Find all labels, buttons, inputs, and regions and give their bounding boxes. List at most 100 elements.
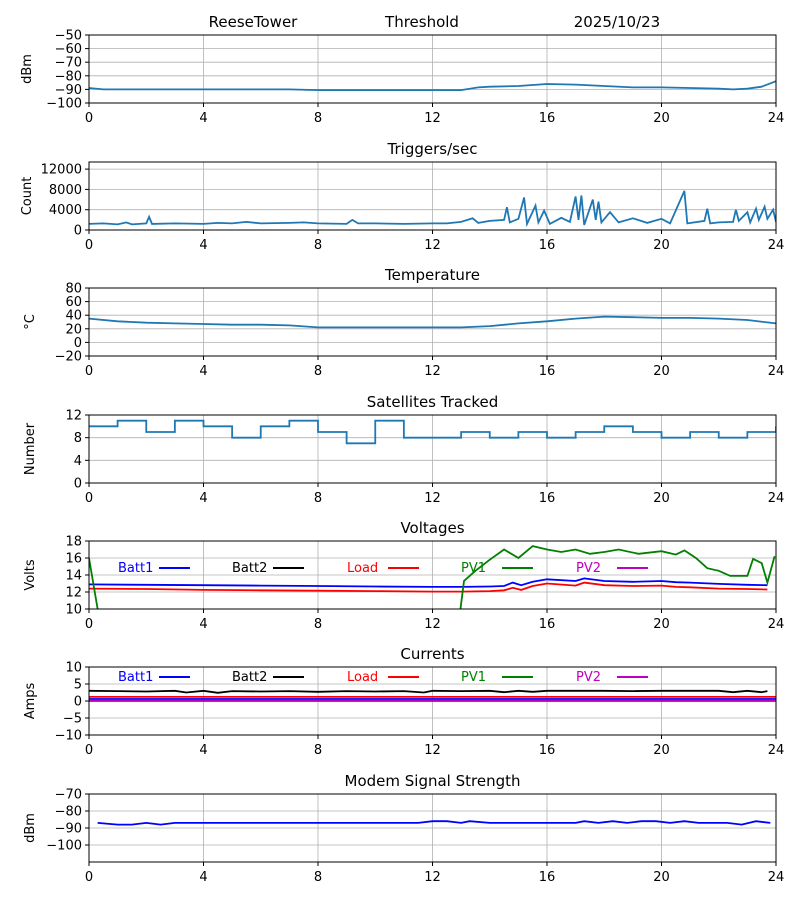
y-tick-label: 4 (74, 454, 82, 469)
chart-title: Currents (400, 645, 464, 663)
x-tick-label: 20 (653, 743, 670, 758)
x-tick-label: 24 (768, 870, 785, 885)
y-tick-label: 0 (74, 695, 82, 710)
chart-title: Temperature (384, 266, 480, 284)
x-tick-label: 4 (199, 617, 207, 632)
series-line-satellites (89, 419, 776, 445)
plot-frame (88, 414, 777, 484)
series-line-threshold (89, 80, 776, 91)
series-line-batt2 (89, 689, 768, 694)
y-tick-label: 40 (65, 309, 82, 324)
series-line-batt1 (89, 577, 768, 588)
y-tick-label: 80 (65, 282, 82, 297)
x-tick-label: 16 (539, 617, 556, 632)
x-tick-label: 20 (653, 238, 670, 253)
y-axis-label: Number (23, 422, 38, 475)
x-tick-label: 16 (539, 491, 556, 506)
plot-frame (88, 793, 777, 863)
chart-title: Voltages (400, 519, 464, 537)
legend-label-batt2: Batt2 (232, 561, 267, 576)
x-tick-label: 20 (653, 617, 670, 632)
x-tick-label: 20 (653, 111, 670, 126)
x-tick-label: 24 (768, 743, 785, 758)
x-tick-label: 20 (653, 870, 670, 885)
legend-label-load: Load (347, 561, 378, 576)
y-tick-label: −90 (55, 822, 82, 837)
x-tick-label: 12 (424, 870, 441, 885)
station-title: ReeseTower (209, 13, 299, 31)
y-tick-label: −60 (55, 42, 82, 57)
x-tick-label: 24 (768, 491, 785, 506)
y-tick-label: −100 (46, 97, 82, 112)
y-tick-label: −80 (55, 805, 82, 820)
legend-label-batt2: Batt2 (232, 670, 267, 685)
series-line-modem (97, 820, 771, 826)
x-tick-label: 0 (85, 491, 93, 506)
x-tick-label: 12 (424, 111, 441, 126)
y-tick-label: 10 (65, 661, 82, 676)
x-tick-label: 12 (424, 364, 441, 379)
date-title: 2025/10/23 (574, 13, 660, 31)
panel-modem: 0 4 8 12 16 20 24 −100 −90 −80 −70 Modem Signal Str… (23, 772, 784, 885)
x-tick-label: 24 (768, 238, 785, 253)
x-tick-label: 24 (768, 111, 785, 126)
x-tick-label: 4 (199, 743, 207, 758)
x-tick-label: 8 (314, 617, 322, 632)
plot-frame (88, 34, 777, 104)
x-tick-label: 16 (539, 364, 556, 379)
x-tick-label: 4 (199, 870, 207, 885)
plot-title: Threshold (384, 13, 459, 31)
y-axis-label: dBm (20, 54, 35, 84)
x-tick-label: 12 (424, 617, 441, 632)
chart-title: Modem Signal Strength (345, 772, 521, 790)
x-tick-label: 0 (85, 111, 93, 126)
plot-frame (88, 161, 777, 231)
y-tick-label: 10 (65, 603, 82, 618)
legend-label-batt1: Batt1 (118, 561, 153, 576)
chart-title: Satellites Tracked (367, 393, 498, 411)
y-axis-label: °C (23, 314, 38, 330)
y-tick-label: 18 (65, 535, 82, 550)
x-tick-label: 16 (539, 238, 556, 253)
y-tick-label: 0 (74, 477, 82, 492)
y-tick-label: 16 (65, 552, 82, 567)
legend-label-pv1: PV1 (461, 670, 486, 685)
legend-label-load: Load (347, 670, 378, 685)
y-axis-label: Count (20, 177, 35, 216)
x-tick-label: 4 (199, 111, 207, 126)
y-tick-label: 8000 (49, 183, 82, 198)
x-tick-label: 16 (539, 743, 556, 758)
plot-frame (88, 287, 777, 357)
y-tick-label: −10 (55, 729, 82, 744)
legend-label-pv1: PV1 (461, 561, 486, 576)
chart-title: Triggers/sec (387, 140, 478, 158)
y-tick-label: −50 (55, 29, 82, 44)
x-tick-label: 12 (424, 743, 441, 758)
series-line-triggers (89, 190, 776, 228)
y-tick-label: −20 (55, 350, 82, 365)
y-axis-label: Amps (23, 682, 38, 719)
x-tick-label: 8 (314, 238, 322, 253)
y-tick-label: 14 (65, 569, 82, 584)
y-tick-label: −80 (55, 69, 82, 84)
y-tick-label: −100 (46, 839, 82, 854)
x-tick-label: 8 (314, 491, 322, 506)
x-tick-label: 4 (199, 491, 207, 506)
series-line-load (89, 581, 768, 593)
x-tick-label: 8 (314, 870, 322, 885)
x-tick-label: 24 (768, 617, 785, 632)
x-tick-label: 0 (85, 617, 93, 632)
y-tick-label: 60 (65, 295, 82, 310)
y-tick-label: 4000 (49, 203, 82, 218)
x-tick-label: 0 (85, 870, 93, 885)
panel-triggers: 0 4 8 12 16 20 24 0 4000 8000 12000 Triggers/sec Cou… (20, 140, 784, 253)
x-tick-label: 0 (85, 364, 93, 379)
x-tick-label: 12 (424, 491, 441, 506)
plot-frame (88, 540, 777, 610)
series-line-temperature (89, 315, 776, 329)
panel-satellites: 0 4 8 12 16 20 24 0 4 8 12 Satellites Tracked Number (23, 393, 784, 506)
y-axis-label: Volts (23, 559, 38, 591)
x-tick-label: 8 (314, 111, 322, 126)
